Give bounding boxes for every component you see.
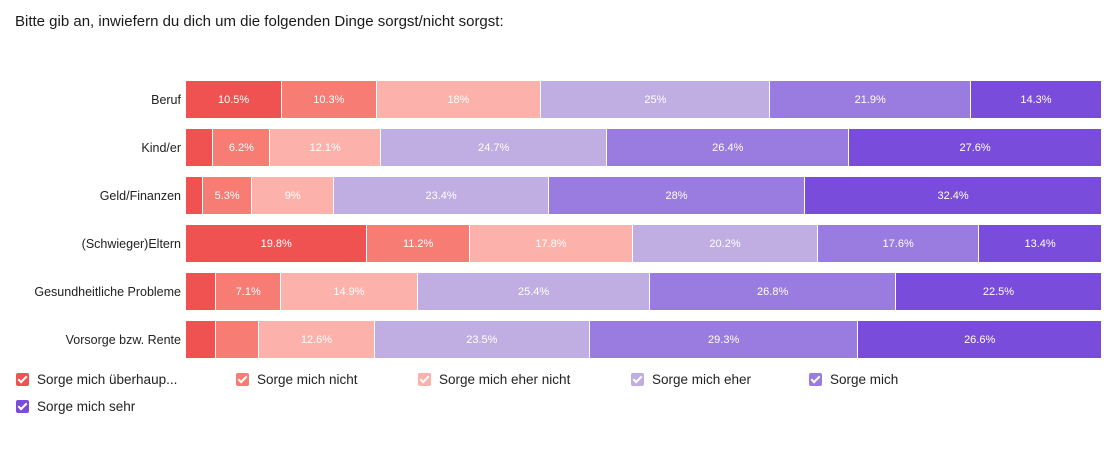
- legend-label: Sorge mich eher: [652, 372, 752, 387]
- category-label: Geld/Finanzen: [99, 188, 181, 203]
- bar-segment: [186, 129, 214, 166]
- value-label: 27.6%: [959, 141, 991, 154]
- value-label: 19.8%: [260, 237, 292, 250]
- value-label: 11.2%: [402, 237, 434, 250]
- category-label: Kind/er: [141, 140, 181, 155]
- legend-item[interactable]: Sorge mich: [809, 372, 898, 387]
- value-label: 9%: [284, 189, 301, 202]
- bar-segment: 26.8%: [650, 273, 896, 310]
- bar-segment: 17.6%: [818, 225, 980, 262]
- value-label: 26.8%: [757, 285, 789, 298]
- legend-checkbox[interactable]: [16, 373, 29, 386]
- bar-segment: 13.4%: [979, 225, 1102, 262]
- legend-label: Sorge mich sehr: [37, 399, 136, 414]
- bar-segment: 7.1%: [216, 273, 282, 310]
- value-label: 10.3%: [313, 93, 345, 106]
- category-label: (Schwieger)Eltern: [81, 236, 181, 251]
- value-label: 23.4%: [425, 189, 457, 202]
- value-label: 28%: [665, 189, 688, 202]
- bar-segment: 18%: [376, 81, 542, 118]
- value-label: 7.1%: [235, 285, 261, 298]
- value-label: 10.5%: [217, 93, 250, 106]
- value-label: 26.6%: [964, 333, 996, 346]
- value-label: 20.2%: [709, 237, 741, 250]
- bar-segment: 26.6%: [858, 321, 1102, 358]
- legend-checkbox[interactable]: [236, 373, 249, 386]
- value-label: 23.5%: [466, 333, 498, 346]
- bar-segment: 23.5%: [374, 321, 590, 358]
- legend-checkbox[interactable]: [16, 400, 29, 413]
- bar-segment: 21.9%: [770, 81, 971, 118]
- legend-label: Sorge mich überhaup...: [37, 372, 178, 387]
- value-label: 14.3%: [1020, 93, 1052, 106]
- value-label: 26.4%: [712, 141, 744, 154]
- bar-segment: 12.6%: [259, 321, 375, 358]
- bar-segment: 29.3%: [589, 321, 859, 358]
- value-label: 13.4%: [1024, 237, 1056, 250]
- bar-segment: 17.8%: [469, 225, 633, 262]
- value-label: 6.2%: [228, 141, 254, 154]
- value-label: 14.9%: [333, 285, 365, 298]
- bar-segment: 24.7%: [381, 129, 608, 166]
- value-label: 5.3%: [214, 189, 240, 202]
- bar-segment: 23.4%: [334, 177, 549, 214]
- value-label: 17.6%: [882, 237, 914, 250]
- legend-item[interactable]: Sorge mich eher nicht: [418, 372, 570, 387]
- bar-segment: 27.6%: [849, 129, 1102, 166]
- legend-checkbox[interactable]: [809, 373, 822, 386]
- category-label: Beruf: [151, 92, 181, 107]
- value-label: 21.9%: [854, 93, 886, 106]
- bar-segment: 12.1%: [270, 129, 382, 166]
- bar-segment: 5.3%: [203, 177, 252, 214]
- value-label: 29.3%: [708, 333, 740, 346]
- bar-segment: 14.9%: [281, 273, 418, 310]
- category-label: Vorsorge bzw. Rente: [65, 332, 181, 347]
- bar-segment: 6.2%: [213, 129, 271, 166]
- bar-segment: 25%: [541, 81, 771, 118]
- bar-segment: 14.3%: [971, 81, 1102, 118]
- bar-segment: 25.4%: [417, 273, 651, 310]
- bar-segment: 22.5%: [895, 273, 1102, 310]
- legend-label: Sorge mich eher nicht: [439, 372, 571, 387]
- legend-item[interactable]: Sorge mich sehr: [16, 399, 135, 414]
- bar-segment: 11.2%: [367, 225, 470, 262]
- legend-label: Sorge mich nicht: [257, 372, 358, 387]
- bar-segment: 9%: [251, 177, 335, 214]
- value-label: 24.7%: [478, 141, 510, 154]
- bar-segment: [216, 321, 260, 358]
- bar-segment: [186, 177, 204, 214]
- value-label: 25.4%: [517, 285, 550, 298]
- bar-segment: 20.2%: [633, 225, 819, 262]
- bar-segment: 10.5%: [186, 81, 283, 118]
- legend-item[interactable]: Sorge mich eher: [631, 372, 751, 387]
- value-label: 32.4%: [937, 189, 969, 202]
- legend-checkbox[interactable]: [631, 373, 644, 386]
- value-label: 12.6%: [300, 333, 333, 346]
- bar-segment: [186, 273, 217, 310]
- value-label: 12.1%: [309, 141, 341, 154]
- legend-checkbox[interactable]: [418, 373, 431, 386]
- value-label: 25%: [644, 93, 667, 106]
- legend-label: Sorge mich: [830, 372, 899, 387]
- category-label: Gesundheitliche Probleme: [34, 284, 181, 299]
- bar-segment: 10.3%: [282, 81, 377, 118]
- value-label: 22.5%: [982, 285, 1015, 298]
- bar-segment: 26.4%: [607, 129, 850, 166]
- value-label: 17.8%: [535, 237, 567, 250]
- bar-segment: 32.4%: [805, 177, 1102, 214]
- bar-segment: 28%: [548, 177, 806, 214]
- legend-item[interactable]: Sorge mich überhaup...: [16, 372, 177, 387]
- value-label: 18%: [447, 93, 470, 106]
- legend-item[interactable]: Sorge mich nicht: [236, 372, 358, 387]
- bar-segment: 19.8%: [186, 225, 368, 262]
- chart-title: Bitte gib an, inwiefern du dich um die f…: [15, 13, 504, 30]
- bar-segment: [186, 321, 217, 358]
